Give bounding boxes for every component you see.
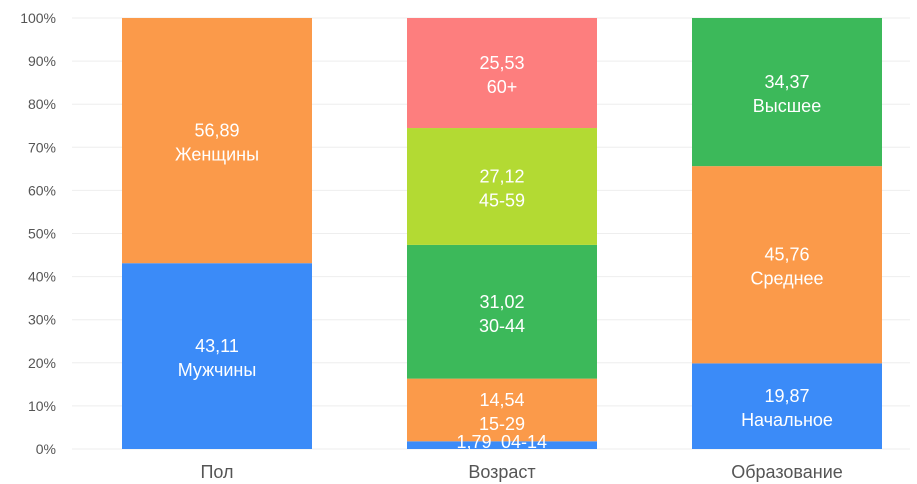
x-tick-label: Пол <box>200 462 233 482</box>
segment-category-label: Мужчины <box>178 360 257 380</box>
bar-segment <box>407 378 597 442</box>
segment-category-label: Среднее <box>750 269 823 289</box>
bar-segment <box>407 128 597 245</box>
segment-category-label: 45-59 <box>479 190 525 210</box>
bar-segment <box>122 18 312 264</box>
y-axis: 0% 10% 20% 30% 40% 50% 60% 70% 80% 90% 100% <box>20 10 56 457</box>
segment-category-label: 30-44 <box>479 316 525 336</box>
bar-segment <box>692 166 882 364</box>
y-tick-label: 70% <box>28 139 56 155</box>
bar-segment <box>407 18 597 129</box>
segment-category-label: Высшее <box>753 96 821 116</box>
y-tick-label: 10% <box>28 398 56 414</box>
segment-value-label: 45,76 <box>764 245 809 265</box>
segment-category-label: 04-14 <box>501 432 547 452</box>
segment-value-label: 27,12 <box>479 166 524 186</box>
segment-category-label: Женщины <box>175 145 259 165</box>
segment-value-label: 1,79 <box>456 432 491 452</box>
bar-stack <box>692 18 882 449</box>
segment-value-label: 14,54 <box>479 390 524 410</box>
segment-value-label: 34,37 <box>764 72 809 92</box>
x-tick-label: Образование <box>731 462 843 482</box>
segment-category-label: 60+ <box>487 77 518 97</box>
segment-value-label: 56,89 <box>194 121 239 141</box>
segment-value-label: 31,02 <box>479 292 524 312</box>
bar-segment <box>122 263 312 449</box>
segment-category-label: Начальное <box>741 410 833 430</box>
y-tick-label: 90% <box>28 53 56 69</box>
bar-segment <box>692 363 882 449</box>
segment-value-label: 25,53 <box>479 53 524 73</box>
y-tick-label: 50% <box>28 226 56 242</box>
bar-stack <box>122 18 312 449</box>
y-tick-label: 0% <box>36 441 56 457</box>
y-tick-label: 20% <box>28 355 56 371</box>
segment-value-label: 43,11 <box>195 336 239 356</box>
y-tick-label: 30% <box>28 312 56 328</box>
y-tick-label: 60% <box>28 182 56 198</box>
bars: 43,11 Мужчины 56,89 Женщины 1,79 04-14 14,54 15… <box>122 18 882 452</box>
x-axis: Пол Возраст Образование <box>200 462 842 482</box>
y-tick-label: 100% <box>20 10 56 26</box>
bar-segment <box>407 441 597 449</box>
segment-value-label: 19,87 <box>764 386 809 406</box>
y-tick-label: 40% <box>28 269 56 285</box>
y-tick-label: 80% <box>28 96 56 112</box>
x-tick-label: Возраст <box>468 462 535 482</box>
bar-stack <box>407 18 597 449</box>
bar-segment <box>692 18 882 167</box>
bar-segment <box>407 244 597 379</box>
segment-category-label: 15-29 <box>479 414 525 434</box>
